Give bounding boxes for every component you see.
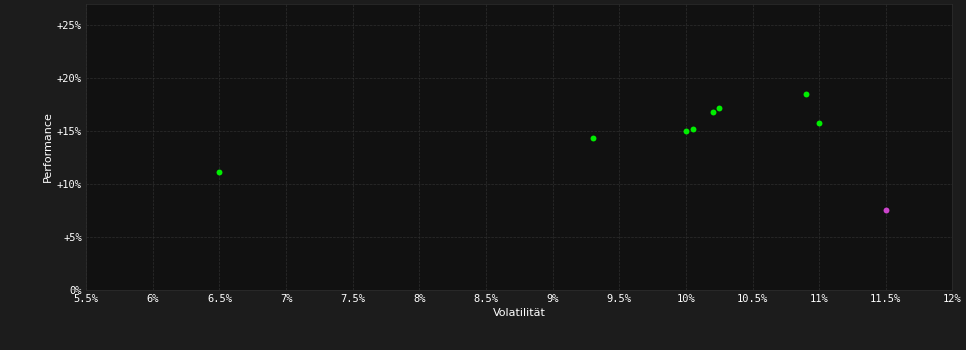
Y-axis label: Performance: Performance [43, 111, 53, 182]
Point [705, 109, 721, 115]
Point [212, 169, 227, 175]
Point [798, 91, 813, 97]
Point [811, 120, 827, 125]
Point [685, 126, 700, 132]
Point [878, 208, 894, 213]
Point [678, 128, 694, 134]
Point [584, 135, 600, 141]
Point [712, 105, 727, 111]
X-axis label: Volatilität: Volatilität [493, 308, 546, 318]
